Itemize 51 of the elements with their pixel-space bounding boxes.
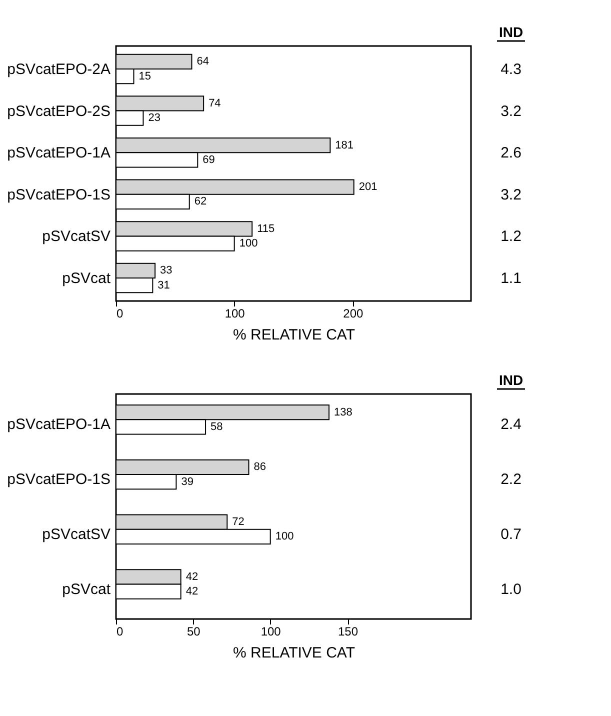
text: 2.2 — [500, 471, 522, 488]
text: 4.3 — [500, 60, 522, 78]
data-label: 23 — [148, 112, 160, 124]
data-label: 100 — [275, 530, 294, 543]
y-tick-label: pSVcatEPO-1A — [7, 416, 110, 434]
data-label: 72 — [232, 516, 244, 528]
y-tick-label: pSVcat — [62, 580, 112, 598]
data-label: 42 — [186, 586, 198, 598]
data-label: 33 — [160, 264, 172, 277]
x-tick-label: 100 — [224, 306, 246, 320]
text: 1.1 — [500, 270, 522, 288]
y-tick-label: pSVcatEPO-1A — [7, 144, 110, 162]
x-tick-label: 100 — [260, 624, 282, 638]
data-label: 31 — [158, 279, 170, 292]
x-tick-label: 0 — [116, 624, 124, 638]
data-label: 74 — [208, 97, 221, 110]
text: 2.4 — [500, 416, 522, 434]
data-label: 58 — [210, 420, 223, 433]
y-tick-label: pSVcat — [62, 270, 112, 288]
data-label: 15 — [138, 70, 151, 82]
text: 2.6 — [500, 144, 522, 162]
x-axis-title: % RELATIVE CAT — [233, 644, 355, 662]
y-tick-label: pSVcatEPO-1S — [7, 186, 110, 204]
y-tick-label: pSVcatEPO-2A — [7, 60, 110, 78]
x-tick-label: 0 — [116, 306, 124, 320]
data-label: 86 — [254, 461, 266, 474]
text: 0.7 — [500, 526, 522, 543]
data-label: 115 — [257, 222, 275, 235]
data-label: 69 — [202, 154, 215, 166]
data-label: 62 — [194, 196, 207, 208]
data-label: 100 — [239, 238, 258, 250]
data-label: 138 — [334, 406, 352, 418]
data-label: 64 — [196, 56, 209, 68]
text: 1.2 — [500, 228, 522, 246]
y-tick-label: pSVcatSV — [42, 228, 110, 246]
y-tick-label: pSVcatEPO-1S — [7, 471, 110, 488]
data-label: 39 — [181, 476, 194, 488]
x-axis-title: % RELATIVE CAT — [233, 326, 355, 344]
text: IND — [498, 372, 524, 388]
y-tick-label: pSVcatSV — [42, 526, 110, 543]
text: 3.2 — [500, 186, 522, 204]
x-tick-label: 50 — [186, 624, 201, 638]
text: 1.0 — [500, 580, 522, 598]
data-label: 181 — [335, 139, 354, 152]
x-tick-label: 200 — [343, 306, 364, 320]
data-label: 201 — [358, 181, 378, 194]
text: 3.2 — [500, 102, 522, 120]
x-tick-label: 150 — [338, 624, 358, 638]
y-tick-label: pSVcatEPO-2S — [7, 102, 110, 120]
data-label: 42 — [186, 570, 198, 583]
text: IND — [498, 24, 524, 40]
